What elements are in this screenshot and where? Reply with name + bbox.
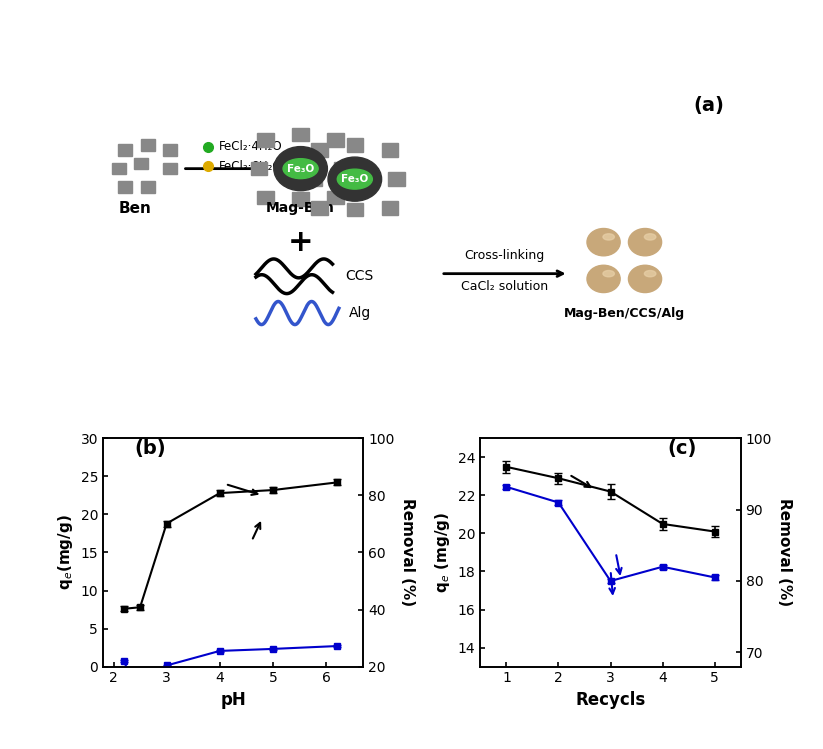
- Y-axis label: Removal (%): Removal (%): [400, 498, 415, 607]
- Bar: [141, 139, 155, 151]
- Text: Mag-Ben/CCS/Alg: Mag-Ben/CCS/Alg: [564, 306, 686, 320]
- Ellipse shape: [629, 228, 662, 256]
- Text: Fe₃O: Fe₃O: [342, 175, 369, 184]
- Bar: [328, 191, 344, 204]
- Bar: [119, 181, 133, 192]
- Bar: [292, 127, 309, 142]
- Text: Ben: Ben: [119, 201, 151, 216]
- Circle shape: [328, 157, 382, 201]
- Ellipse shape: [283, 159, 319, 178]
- Ellipse shape: [337, 169, 372, 189]
- Bar: [334, 162, 351, 175]
- Text: CaCl₂ solution: CaCl₂ solution: [461, 280, 548, 294]
- Ellipse shape: [629, 265, 662, 293]
- Ellipse shape: [603, 270, 615, 277]
- Bar: [163, 145, 177, 156]
- Ellipse shape: [644, 270, 656, 277]
- Text: FeCl₂·4H₂O: FeCl₂·4H₂O: [219, 140, 282, 153]
- Bar: [346, 138, 363, 152]
- Bar: [346, 203, 363, 216]
- Text: FeCl₃·6H₂O: FeCl₃·6H₂O: [219, 160, 282, 172]
- Y-axis label: Removal (%): Removal (%): [778, 498, 793, 607]
- Text: +: +: [288, 228, 314, 257]
- Bar: [382, 201, 398, 215]
- Circle shape: [274, 147, 328, 191]
- Text: (b): (b): [134, 440, 165, 458]
- Y-axis label: q$_e$ (mg/g): q$_e$ (mg/g): [433, 512, 452, 593]
- Text: (c): (c): [667, 440, 697, 458]
- Text: Mag-Ben: Mag-Ben: [266, 201, 335, 215]
- Bar: [112, 163, 126, 175]
- Bar: [305, 172, 322, 186]
- X-axis label: Recycls: Recycls: [575, 691, 646, 709]
- Text: Fe₃O: Fe₃O: [287, 163, 314, 174]
- Ellipse shape: [587, 265, 621, 293]
- Bar: [328, 133, 344, 147]
- Bar: [311, 144, 328, 157]
- Text: Alg: Alg: [348, 306, 370, 320]
- Bar: [311, 201, 328, 215]
- Bar: [163, 163, 177, 175]
- Bar: [134, 157, 148, 169]
- Bar: [292, 192, 309, 206]
- Bar: [251, 162, 267, 175]
- Bar: [382, 144, 398, 157]
- Text: Cross-linking: Cross-linking: [464, 249, 545, 262]
- Ellipse shape: [644, 234, 656, 240]
- X-axis label: pH: pH: [221, 691, 246, 709]
- Text: (a): (a): [693, 96, 724, 115]
- Ellipse shape: [587, 228, 621, 256]
- Bar: [258, 133, 274, 147]
- Bar: [141, 181, 155, 192]
- Y-axis label: q$_e$(mg/g): q$_e$(mg/g): [56, 515, 75, 590]
- Bar: [119, 145, 133, 156]
- Bar: [258, 191, 274, 204]
- Bar: [388, 172, 405, 186]
- Ellipse shape: [603, 234, 615, 240]
- Text: CCS: CCS: [346, 270, 374, 283]
